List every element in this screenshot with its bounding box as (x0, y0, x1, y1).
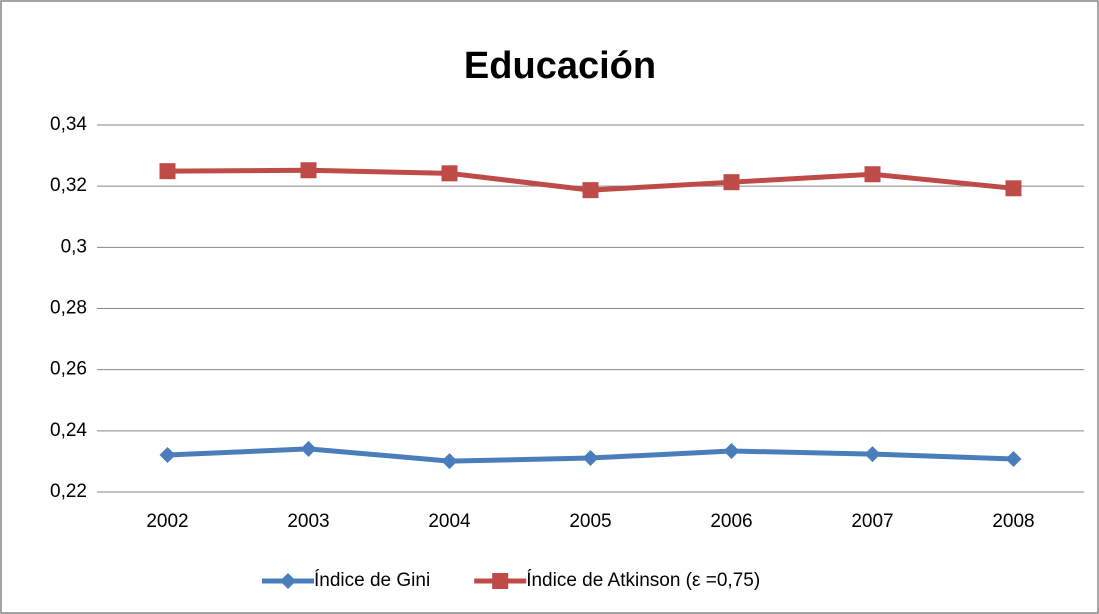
x-tick-label: 2004 (428, 511, 471, 532)
data-point (864, 166, 881, 183)
data-point (582, 450, 599, 467)
x-tick-label: 2005 (569, 511, 611, 532)
x-tick-label: 2002 (146, 511, 188, 532)
y-tick-label: 0,3 (61, 236, 87, 257)
data-point (723, 443, 740, 460)
x-tick-label: 2008 (992, 511, 1034, 532)
data-point (1005, 180, 1022, 197)
data-point (864, 446, 881, 463)
legend-label: Índice de Gini (314, 570, 430, 591)
data-point (159, 446, 176, 463)
x-tick-label: 2007 (851, 511, 893, 532)
data-point (159, 163, 176, 180)
y-tick-label: 0,26 (50, 359, 87, 380)
data-point (582, 182, 599, 199)
legend-marker (492, 573, 509, 589)
legend-label: Índice de Atkinson (ε =0,75) (526, 570, 760, 591)
data-point (300, 440, 317, 457)
data-point (723, 174, 740, 191)
legend-marker (280, 573, 296, 589)
data-point (1005, 450, 1022, 467)
y-tick-label: 0,34 (50, 114, 87, 135)
y-tick-label: 0,22 (50, 481, 87, 502)
chart-title: Educación (464, 45, 656, 87)
data-point (300, 162, 317, 179)
x-tick-label: 2003 (287, 511, 329, 532)
y-tick-label: 0,24 (50, 420, 87, 441)
x-tick-label: 2006 (710, 511, 752, 532)
y-tick-label: 0,28 (50, 298, 87, 319)
data-point (441, 453, 458, 470)
data-point (441, 165, 458, 182)
y-tick-label: 0,32 (50, 175, 87, 196)
